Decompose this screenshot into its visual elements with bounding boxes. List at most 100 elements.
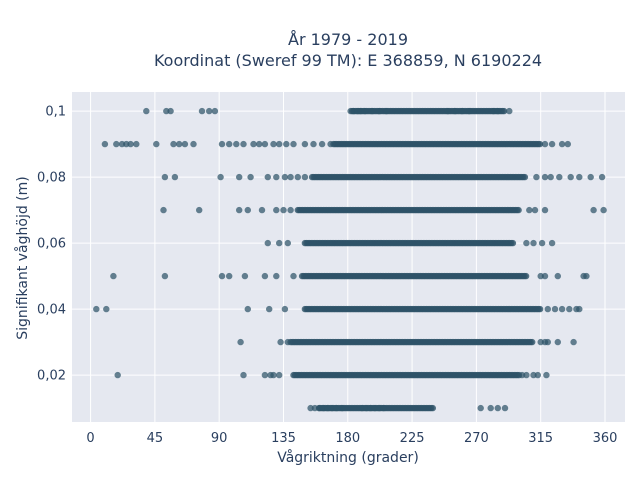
data-point [258,206,266,214]
data-point [533,173,540,181]
data-point [338,404,346,412]
data-point [261,140,269,148]
data-point [277,338,284,346]
data-point [190,140,197,148]
data-point [548,140,556,148]
data-point [541,272,549,280]
data-point [218,140,226,148]
data-point [236,206,243,214]
data-point [556,173,563,181]
data-point [196,206,203,214]
data-point [380,404,387,412]
data-point [270,371,277,379]
y-tick-label: 0,04 [37,303,66,318]
data-point [558,140,566,148]
data-point [333,404,340,412]
data-point [244,206,251,214]
data-point [211,107,219,115]
data-point [101,140,109,148]
data-point [570,338,577,346]
data-point [114,371,121,379]
data-point [236,173,243,181]
data-point [264,173,271,181]
data-point [554,338,561,346]
data-point [310,140,317,148]
data-points [93,107,607,412]
data-point [153,140,160,148]
data-point [241,272,249,280]
data-point [541,206,549,214]
data-point [301,140,309,148]
data-point [281,305,289,313]
data-point [451,107,459,115]
data-point [226,272,233,280]
data-point [327,140,334,148]
data-point [530,239,537,247]
data-point [494,107,501,115]
data-point [429,404,436,412]
x-tick-label: 315 [528,431,553,446]
data-point [564,140,571,148]
data-point [276,239,283,247]
y-tick-labels: 0,02 0,04 0,06 0,08 0,1 [37,105,66,384]
data-point [598,173,606,181]
data-point [515,206,522,214]
data-point [283,140,290,148]
x-tick-labels: 0 45 90 135 180 225 270 315 360 [86,431,617,446]
data-point [161,272,169,280]
data-point [261,272,269,280]
data-point [217,173,224,181]
data-point [383,107,390,115]
data-point [576,305,583,313]
data-point [244,305,251,313]
data-point [113,140,120,148]
data-point [270,140,277,148]
data-point [198,107,206,115]
data-point [160,206,167,214]
data-point [218,272,226,280]
data-point [466,107,473,115]
data-point [273,206,280,214]
chart-title-line2: Koordinat (Sweref 99 TM): E 368859, N 61… [154,51,542,70]
data-point [170,140,177,148]
x-tick-label: 360 [593,431,618,446]
data-point [176,140,183,148]
data-point [444,107,451,115]
data-point [544,305,551,313]
data-point [127,140,134,148]
data-point [458,107,466,115]
data-point [247,173,254,181]
data-point [250,140,257,148]
data-point [541,140,549,148]
data-point [167,107,174,115]
x-axis-title: Vågriktning (grader) [277,449,419,466]
data-point [554,272,561,280]
data-point [280,206,287,214]
data-point [237,338,244,346]
x-tick-label: 45 [147,431,164,446]
data-point [477,404,484,412]
data-point [261,371,269,379]
data-point [110,272,117,280]
x-tick-label: 135 [271,431,296,446]
y-axis-title: Signifikant våghöjd (m) [14,176,31,339]
data-point [281,173,289,181]
data-point [287,173,294,181]
data-point [240,371,247,379]
data-point [547,173,554,181]
data-point [143,107,150,115]
data-point [181,140,189,148]
x-tick-label: 270 [464,431,489,446]
data-point [501,404,509,412]
data-point [301,173,309,181]
data-point [171,173,179,181]
data-point [526,206,533,214]
data-point [376,107,383,115]
data-point [487,404,494,412]
data-point [536,140,544,148]
y-tick-label: 0,08 [37,171,66,186]
data-point [523,371,530,379]
data-point [294,173,301,181]
data-point [587,173,594,181]
data-point [264,239,271,247]
